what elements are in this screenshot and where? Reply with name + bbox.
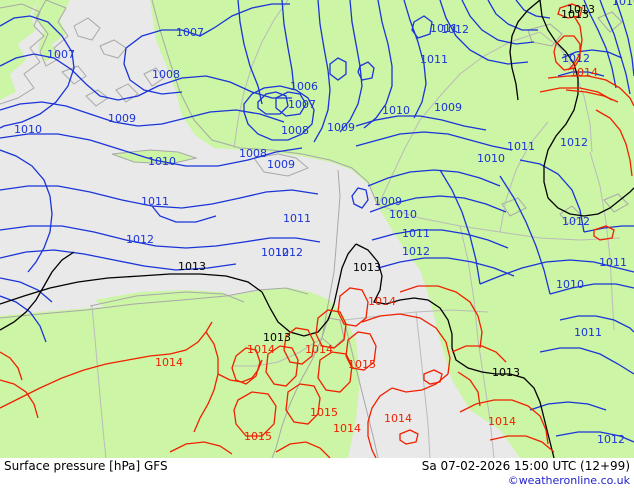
isobar-label: 1014 bbox=[155, 356, 183, 369]
isobars-low-layer bbox=[0, 0, 634, 443]
isobar-label: 1011 bbox=[141, 195, 169, 208]
isobar-label: 1013 bbox=[353, 261, 381, 274]
isobar-label: 1008 bbox=[239, 147, 267, 160]
isobar-label: 1012 bbox=[560, 136, 588, 149]
isobar-label: 1015 bbox=[310, 406, 338, 419]
isobar-label: 1006 bbox=[290, 80, 318, 93]
isobar-label: 1009 bbox=[108, 112, 136, 125]
isobar-label: 1013 bbox=[492, 366, 520, 379]
isobar-label: 1011 bbox=[599, 256, 627, 269]
isobar-label: 1010 bbox=[612, 0, 634, 8]
isobar-label: 1009 bbox=[374, 195, 402, 208]
isobar-label: 1012 bbox=[261, 246, 289, 259]
isobar-label: 1011 bbox=[283, 212, 311, 225]
isobar-label: 1010 bbox=[477, 152, 505, 165]
isobar-label: 1014 bbox=[247, 343, 275, 356]
isobar-label: 1011 bbox=[402, 227, 430, 240]
isobar-label: 1014 bbox=[570, 66, 598, 79]
isobar-label: 1011 bbox=[574, 326, 602, 339]
footer-datetime: Sa 07-02-2026 15:00 UTC (12+99) bbox=[421, 459, 630, 473]
map-footer: Surface pressure [hPa] GFS Sa 07-02-2026… bbox=[0, 458, 634, 490]
border-layer bbox=[91, 0, 621, 458]
isobars-high-layer bbox=[0, 3, 634, 458]
isobar-label: 1009 bbox=[267, 158, 295, 171]
isobar-label: 1008 bbox=[152, 68, 180, 81]
isobar-label: 1012 bbox=[441, 23, 469, 36]
isobars-1013-layer bbox=[0, 0, 634, 458]
isobar-label: 1007 bbox=[47, 48, 75, 61]
isobar-label: 1011 bbox=[507, 140, 535, 153]
isobar-label: 1010 bbox=[14, 123, 42, 136]
isobar-label: 1011 bbox=[430, 22, 458, 35]
isobar-label: 1014 bbox=[488, 415, 516, 428]
isobar-label: 1013 bbox=[567, 3, 595, 16]
isobar-label: 1009 bbox=[434, 101, 462, 114]
isobar-label: 1013 bbox=[263, 331, 291, 344]
isobar-label: 1014 bbox=[368, 295, 396, 308]
footer-title: Surface pressure [hPa] GFS bbox=[4, 459, 168, 473]
isobar-label: 1012 bbox=[562, 215, 590, 228]
isobar-label: 1008 bbox=[281, 124, 309, 137]
isobar-label-group: 1007100710081009101010101011101210131006… bbox=[14, 0, 634, 446]
isobar-label: 1007 bbox=[288, 98, 316, 111]
isobar-label: 1014 bbox=[305, 343, 333, 356]
isobar-label: 1013 bbox=[561, 8, 589, 21]
isobar-label: 1014 bbox=[333, 422, 361, 435]
isobar-label: 1012 bbox=[126, 233, 154, 246]
isobar-label: 1015 bbox=[348, 358, 376, 371]
pressure-contour-map[interactable]: 1007100710081009101010101011101210131006… bbox=[0, 0, 634, 458]
coastline-layer bbox=[0, 0, 629, 458]
isobar-label: 1012 bbox=[275, 246, 303, 259]
isobar-label: 1012 bbox=[597, 433, 625, 446]
isobar-label: 1013 bbox=[178, 260, 206, 273]
isobar-label: 1012 bbox=[402, 245, 430, 258]
isobar-label: 1015 bbox=[244, 430, 272, 443]
isobar-label: 1010 bbox=[382, 104, 410, 117]
isobar-label: 1014 bbox=[384, 412, 412, 425]
map-viewport[interactable]: 1007 1007 1008 1009 1010 1010 1011 1012 1013 1006… bbox=[0, 0, 634, 458]
isobar-label: 1012 bbox=[562, 52, 590, 65]
footer-credit-link[interactable]: ©weatheronline.co.uk bbox=[507, 474, 630, 487]
isobar-label: 1007 bbox=[176, 26, 204, 39]
isobar-label: 1010 bbox=[389, 208, 417, 221]
isobar-label: 1009 bbox=[327, 121, 355, 134]
isobar-label: 1010 bbox=[148, 155, 176, 168]
isobar-label: 1010 bbox=[556, 278, 584, 291]
isobar-label: 1011 bbox=[420, 53, 448, 66]
